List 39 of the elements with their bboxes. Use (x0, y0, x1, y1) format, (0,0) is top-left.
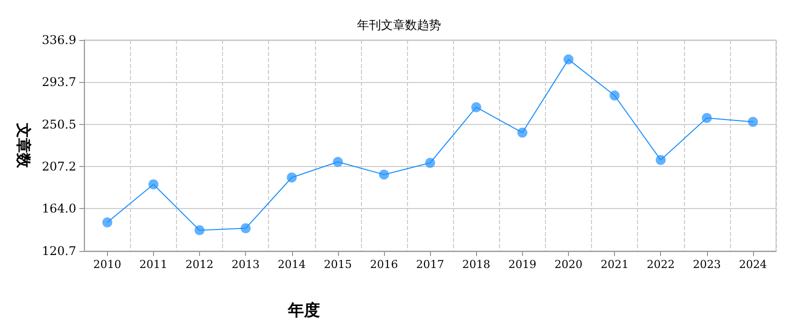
x-tick-label: 2019 (508, 258, 536, 271)
point (656, 154, 666, 165)
point (610, 90, 620, 101)
x-tick-label: 2021 (600, 258, 629, 271)
chart-title: 年刊文章数趋势 (357, 18, 441, 32)
x-tick-label: 2023 (692, 258, 721, 271)
point (194, 225, 205, 236)
y-tick-label: 293.7 (42, 75, 76, 90)
x-tick-label: 2024 (738, 258, 767, 271)
y-tick-label: 207.2 (42, 160, 76, 174)
x-tick-label: 2013 (232, 258, 260, 271)
point (748, 116, 758, 127)
point (379, 170, 390, 180)
point (148, 179, 158, 190)
point (332, 156, 343, 167)
point (240, 223, 251, 234)
point (471, 102, 482, 112)
point (102, 217, 112, 228)
y-axis-title: 文章数 (14, 122, 32, 169)
point (702, 112, 712, 123)
y-tick-label: 164.0 (42, 202, 76, 216)
x-axis-title: 年度 (287, 300, 320, 320)
x-tick-label: 2011 (139, 258, 168, 271)
point (563, 54, 574, 64)
x-tick-label: 2014 (278, 258, 306, 271)
point (425, 158, 436, 168)
x-tick-label: 2010 (93, 258, 122, 271)
point (517, 128, 528, 138)
x-tick-label: 2015 (324, 258, 352, 271)
x-tick-label: 2022 (646, 258, 675, 271)
x-tick-label: 2020 (554, 258, 582, 271)
y-tick-label: 250.5 (42, 117, 76, 132)
point (286, 172, 297, 183)
y-tick-label: 336.9 (42, 33, 76, 47)
x-tick-label: 2017 (416, 258, 444, 271)
x-tick-label: 2012 (186, 258, 214, 271)
x-tick-label: 2016 (370, 258, 398, 271)
x-tick-label: 2018 (462, 258, 490, 271)
y-tick-label: 120.7 (42, 244, 76, 258)
